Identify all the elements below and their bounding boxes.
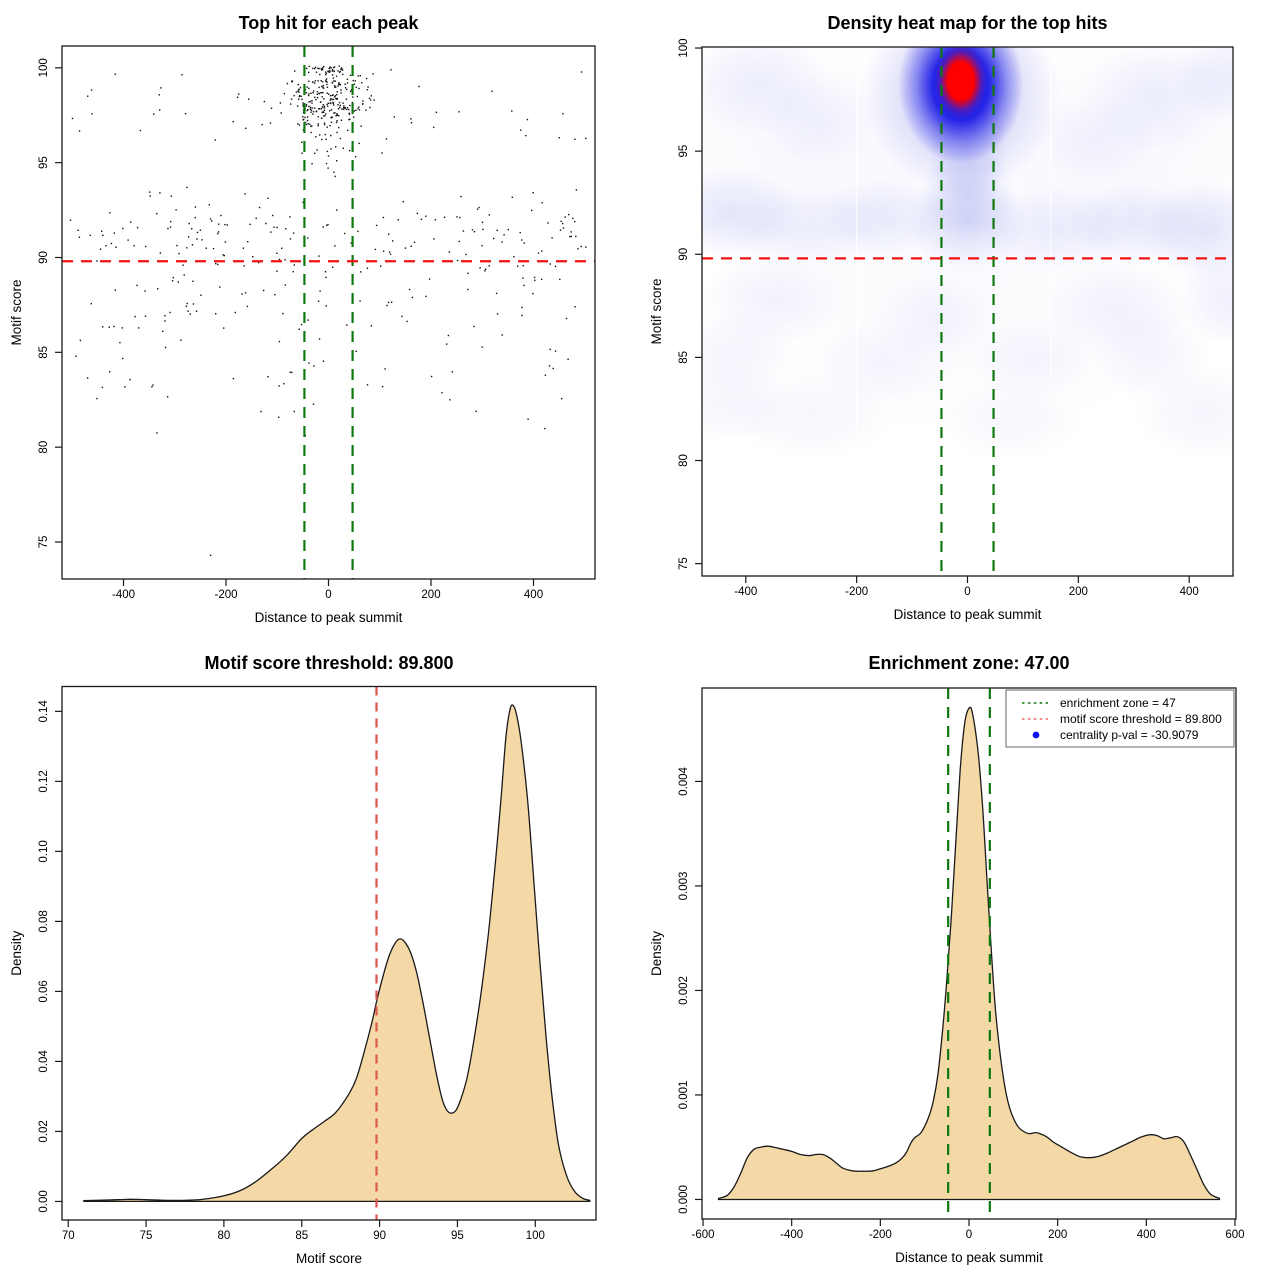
axes: -400 -200 0 200 400 75 80 85 90 95 100 Top hit for …: [9, 13, 596, 625]
legend-entry-label: centrality p-val = -30.9079: [1060, 728, 1199, 742]
y-tick-label: 0.04: [38, 1050, 50, 1073]
axes: -600 -400 -200 0 200 400 600 0.000 0.001 0.002 0.0…: [649, 653, 1245, 1265]
legend: enrichment zone = 47 motif score threshol…: [1005, 689, 1235, 748]
panel-title: Top hit for each peak: [239, 13, 420, 33]
x-axis-label: Distance to peak summit: [894, 607, 1042, 622]
y-tick-label: 95: [678, 145, 690, 158]
x-tick-label: -400: [112, 589, 135, 601]
x-axis-label: Motif score: [296, 1251, 362, 1266]
x-tick-label: 200: [1069, 586, 1088, 598]
x-tick-label: 85: [295, 1230, 308, 1242]
scatter-points: [69, 65, 587, 556]
x-tick-label: 0: [964, 586, 970, 598]
y-axis-label: Motif score: [649, 278, 664, 344]
axes: -400 -200 0 200 400 75 80 85 90 95 100 Density heat…: [649, 13, 1234, 622]
density-blob: [702, 89, 1233, 440]
panel-distance-density: -600 -400 -200 0 200 400 600 0.000 0.001 0.002 0.0…: [649, 653, 1245, 1265]
y-tick-label: 0.12: [38, 770, 50, 792]
x-tick-label: -200: [214, 589, 237, 601]
x-tick-label: -200: [869, 1229, 892, 1241]
panel-density-heatmap: -400 -200 0 200 400 75 80 85 90 95 100 Density heat…: [649, 13, 1234, 622]
y-tick-label: 95: [38, 156, 50, 169]
y-tick-label: 0.000: [678, 1185, 690, 1214]
y-tick-label: 100: [678, 38, 690, 57]
density-curve: [717, 706, 1221, 1201]
y-tick-label: 80: [678, 454, 690, 467]
y-tick-label: 0.001: [678, 1081, 690, 1110]
y-tick-label: 0.02: [38, 1120, 50, 1142]
legend-box: [1005, 689, 1235, 748]
panel-title: Density heat map for the top hits: [827, 13, 1107, 33]
x-tick-label: 400: [1137, 1229, 1156, 1241]
y-tick-label: 0.002: [678, 976, 690, 1005]
y-tick-label: 85: [678, 351, 690, 364]
legend-entry-label: enrichment zone = 47: [1060, 696, 1176, 710]
legend-entry-label: motif score threshold = 89.800: [1060, 712, 1222, 726]
x-tick-label: -400: [734, 586, 757, 598]
y-tick-label: 0.08: [38, 910, 50, 932]
y-tick-label: 0.003: [678, 872, 690, 901]
y-tick-label: 85: [38, 346, 50, 359]
y-tick-label: 0.14: [38, 700, 50, 723]
x-tick-label: 200: [1048, 1229, 1067, 1241]
y-tick-label: 0.004: [678, 766, 690, 795]
x-tick-label: -400: [780, 1229, 803, 1241]
panel-motif-score-density: 70 75 80 85 90 95 100 0.00 0.02 0.04 0.06 0.08 0.10 0…: [9, 653, 597, 1266]
density-blob: [1133, 367, 1233, 459]
x-tick-label: 90: [373, 1230, 386, 1242]
panel-title: Enrichment zone: 47.00: [868, 653, 1069, 673]
y-tick-label: 0.10: [38, 840, 50, 862]
panel-title: Motif score threshold: 89.800: [204, 653, 453, 673]
y-tick-label: 90: [678, 248, 690, 261]
y-tick-label: 0.06: [38, 980, 50, 1002]
y-axis-label: Density: [9, 930, 24, 975]
x-tick-label: 70: [62, 1230, 75, 1242]
x-tick-label: 100: [526, 1230, 545, 1242]
y-tick-label: 0.00: [38, 1190, 50, 1212]
x-tick-label: 95: [451, 1230, 464, 1242]
x-tick-label: 75: [140, 1230, 153, 1242]
y-axis-label: Motif score: [9, 279, 24, 345]
plot-box: [61, 45, 596, 580]
plot-box: [61, 685, 597, 1221]
x-tick-label: 400: [1180, 586, 1199, 598]
y-tick-label: 75: [678, 557, 690, 570]
y-tick-label: 75: [38, 536, 50, 549]
density-curve: [83, 704, 591, 1203]
x-tick-label: -600: [692, 1229, 715, 1241]
x-tick-label: 80: [218, 1230, 231, 1242]
y-axis-label: Density: [649, 931, 664, 976]
x-tick-label: 0: [966, 1229, 972, 1241]
heatmap-field: [702, 47, 1233, 576]
axes: 70 75 80 85 90 95 100 0.00 0.02 0.04 0.06 0.08 0.10 0…: [9, 653, 597, 1266]
x-axis-label: Distance to peak summit: [255, 610, 403, 625]
hotspot-red-core: [934, 47, 987, 119]
y-tick-label: 80: [38, 441, 50, 454]
x-tick-label: 0: [325, 589, 331, 601]
density-blob: [702, 361, 791, 444]
x-tick-label: -200: [845, 586, 868, 598]
x-tick-label: 200: [421, 589, 440, 601]
y-tick-label: 100: [38, 58, 50, 77]
panel-top-hit-scatter: -400 -200 0 200 400 75 80 85 90 95 100 Top hit for …: [9, 13, 596, 625]
x-tick-label: 400: [524, 589, 543, 601]
legend-swatch-dot: [1032, 731, 1040, 739]
x-axis-label: Distance to peak summit: [895, 1250, 1043, 1265]
y-tick-label: 90: [38, 251, 50, 264]
x-tick-label: 600: [1225, 1229, 1244, 1241]
